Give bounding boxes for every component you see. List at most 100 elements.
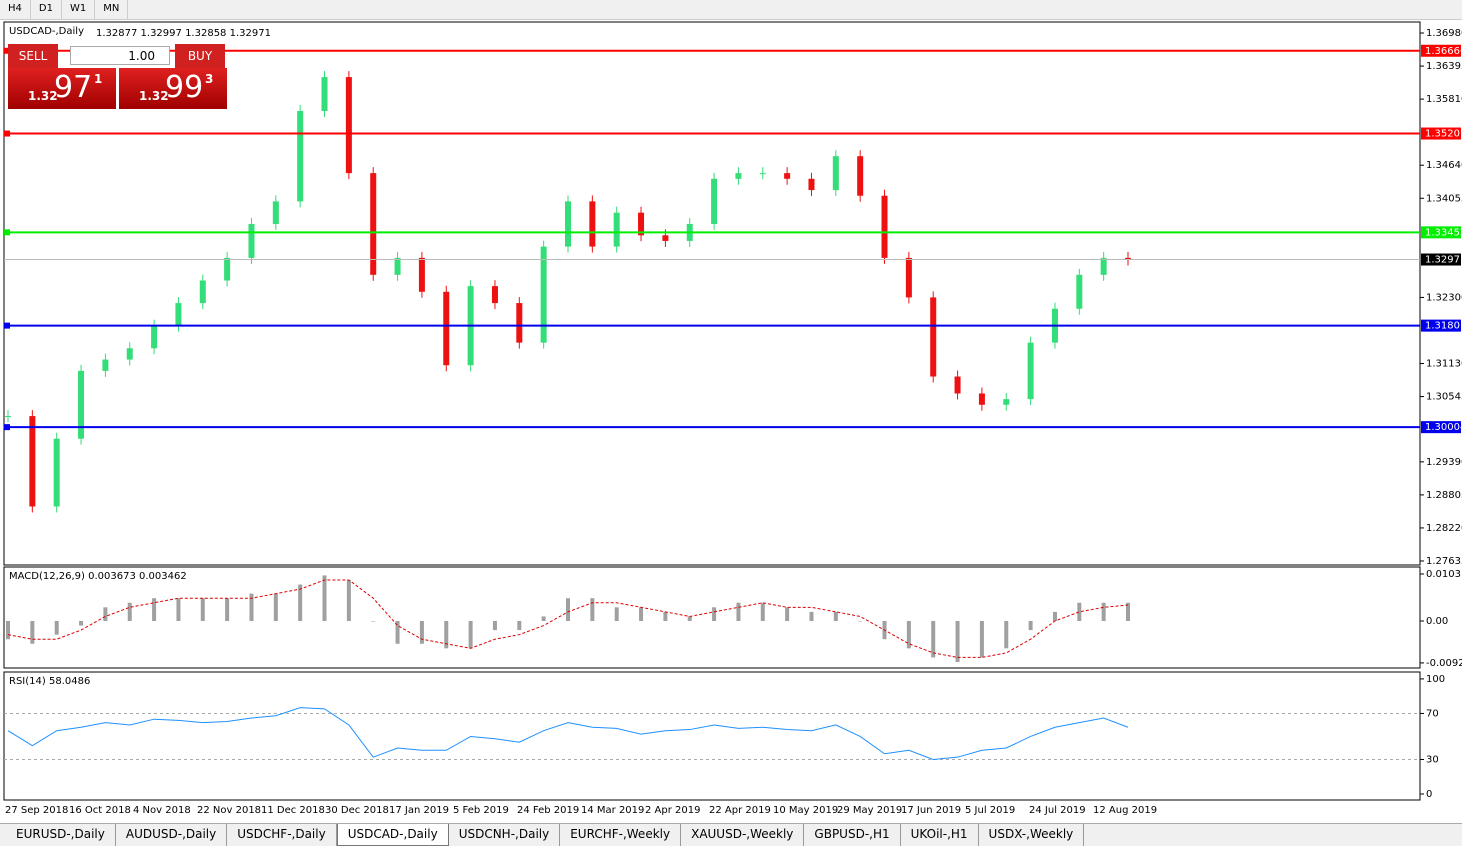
y-tick-label: 1.29390 — [1426, 457, 1462, 468]
level-anchor — [4, 322, 10, 329]
candle-body — [151, 325, 158, 349]
timeframe-button[interactable]: W1 — [62, 0, 96, 19]
chart: USDCAD-,Daily 1.36980 1.36395 1.35810 1.3464… — [3, 21, 1462, 816]
sell-price[interactable]: 1.32 97 1 — [8, 68, 116, 109]
level-box — [1421, 319, 1461, 332]
candle-body — [589, 201, 596, 247]
candle-body — [565, 201, 571, 247]
y-tick-label: 1.32300 — [1426, 292, 1462, 303]
price-point: 1 — [94, 72, 103, 86]
candle-body — [735, 173, 742, 179]
candle-body — [1003, 399, 1010, 405]
macd-bar — [6, 620, 10, 640]
chart-tab[interactable]: XAUUSD-,Weekly — [681, 824, 805, 846]
x-tick-label: 17 Jun 2019 — [901, 805, 961, 816]
macd-bar — [468, 620, 473, 649]
timeframe-button[interactable]: MN — [95, 0, 129, 19]
chart-tab[interactable]: EURUSD-,Daily — [6, 824, 116, 846]
macd-bar — [1126, 602, 1130, 621]
macd-bar — [639, 607, 644, 621]
macd-bar — [225, 598, 230, 621]
x-tick-label: 4 Nov 2018 — [133, 805, 191, 816]
current-price-box — [1421, 253, 1461, 266]
x-tick-label: 27 Sep 2018 — [5, 805, 68, 816]
candle-body — [224, 257, 231, 281]
macd-bar — [517, 620, 522, 631]
y-tick-label: 1.28220 — [1426, 523, 1462, 534]
lot-input[interactable]: 1.00 — [70, 46, 170, 65]
price-big: 1.32 — [139, 89, 169, 103]
candle-body — [272, 201, 279, 224]
y-tick-label: 1.35810 — [1426, 94, 1462, 105]
macd-bar — [833, 611, 838, 621]
x-tick-label: 11 Dec 2018 — [261, 805, 325, 816]
macd-bar — [492, 620, 497, 631]
chart-tab[interactable]: USDCNH-,Daily — [449, 824, 561, 846]
chart-tab[interactable]: USDX-,Weekly — [979, 824, 1085, 846]
level-anchor — [4, 229, 10, 236]
buy-button[interactable]: BUY — [175, 44, 225, 68]
macd-bar — [760, 602, 765, 621]
chart-tab[interactable]: UKOil-,H1 — [901, 824, 979, 846]
level-anchor — [4, 130, 10, 137]
candle-body — [126, 348, 133, 360]
rsi-line — [7, 707, 1129, 760]
price-pips: 99 — [165, 70, 204, 105]
y-tick-label: 1.34055 — [1426, 193, 1462, 204]
chart-tab[interactable]: EURCHF-,Weekly — [560, 824, 682, 846]
candle-body — [394, 257, 401, 275]
candle-body — [516, 303, 523, 343]
macd-bar — [176, 598, 181, 621]
x-tick-label: 22 Apr 2019 — [709, 805, 771, 816]
candle-body — [808, 178, 815, 191]
macd-bar — [273, 593, 278, 621]
level-label: 1.36666 — [1425, 46, 1462, 57]
x-tick-label: 22 Nov 2018 — [197, 805, 261, 816]
buy-price[interactable]: 1.32 99 3 — [119, 68, 227, 109]
macd-bar — [395, 620, 400, 644]
y-tick-label: 30 — [1426, 754, 1439, 765]
candle-body — [418, 257, 425, 292]
candle-body — [102, 359, 109, 371]
chart-tab[interactable]: AUDUSD-,Daily — [116, 824, 228, 846]
price-panel — [3, 21, 1421, 566]
x-tick-label: 2 Apr 2019 — [645, 805, 700, 816]
y-tick-label: 100 — [1426, 674, 1445, 685]
trade-panel: SELL 1.00 BUY 1.32 97 1 1.32 99 3 — [8, 44, 227, 109]
x-tick-label: 30 Dec 2018 — [325, 805, 389, 816]
candle-body — [1125, 257, 1131, 260]
panel-title: RSI(14) 58.0486 — [9, 676, 90, 687]
macd-bar — [955, 620, 960, 662]
macd-bar — [444, 620, 449, 649]
y-tick-label: -0.009203 — [1426, 658, 1462, 669]
candle-body — [613, 212, 620, 247]
rsi-panel — [3, 671, 1421, 801]
level-box — [1421, 421, 1461, 434]
chart-tab[interactable]: USDCAD-,Daily — [336, 824, 449, 846]
sell-button[interactable]: SELL — [8, 44, 58, 68]
chart-tab[interactable]: USDCHF-,Daily — [227, 824, 337, 846]
timeframe-button[interactable]: D1 — [31, 0, 62, 19]
candle-body — [832, 156, 839, 191]
macd-bar — [858, 620, 863, 622]
macd-bar — [1004, 620, 1009, 649]
x-tick-label: 16 Oct 2018 — [69, 805, 131, 816]
quote: 1.32877 1.32997 1.32858 1.32971 — [96, 28, 271, 39]
level-label: 1.30004 — [1425, 422, 1462, 433]
y-tick-label: 1.31130 — [1426, 359, 1462, 370]
candle-body — [297, 110, 304, 202]
macd-bar — [200, 598, 205, 621]
macd-bar — [322, 575, 327, 621]
x-tick-label: 10 May 2019 — [773, 805, 838, 816]
timeframe-button[interactable]: H4 — [0, 0, 31, 19]
candle-body — [1076, 274, 1083, 309]
chart-tab[interactable]: GBPUSD-,H1 — [804, 824, 901, 846]
candle-body — [199, 280, 206, 304]
macd-bar — [54, 620, 59, 635]
x-tick-label: 5 Feb 2019 — [453, 805, 509, 816]
candle-body — [978, 393, 985, 405]
macd-bar — [614, 607, 619, 621]
x-tick-label: 14 Mar 2019 — [581, 805, 644, 816]
